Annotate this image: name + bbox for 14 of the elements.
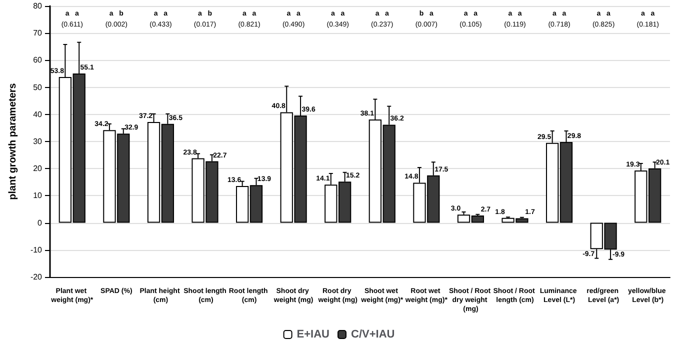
y-tick-label: -10 <box>30 245 43 254</box>
y-tick-label: 50 <box>33 82 43 92</box>
y-tick-label: -20 <box>30 272 43 282</box>
y-tick-label: 40 <box>33 110 43 119</box>
legend-label: C/V+IAU <box>351 328 395 340</box>
y-tick-label: 20 <box>33 164 43 174</box>
y-tick-label: 30 <box>33 137 43 146</box>
y-tick-label: 80 <box>33 2 43 10</box>
y-tick-label: 10 <box>33 191 43 200</box>
y-tick-label: 0 <box>38 218 43 228</box>
y-tick-label: 60 <box>33 56 43 65</box>
y-axis-title: plant growth parameters <box>8 82 18 200</box>
legend-label: E+IAU <box>296 328 330 340</box>
y-tick-label: 70 <box>33 28 43 38</box>
